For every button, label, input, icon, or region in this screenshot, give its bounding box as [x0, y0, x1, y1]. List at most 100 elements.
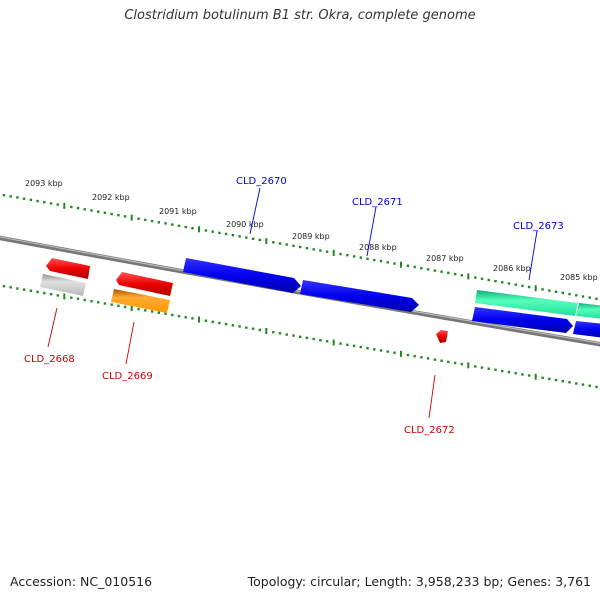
inner-scale-minor-tick — [49, 293, 53, 296]
map-title: Clostridium botulinum B1 str. Okra, comp… — [124, 8, 476, 23]
inner-scale-minor-tick — [9, 286, 12, 289]
outer-scale-minor-tick — [420, 267, 423, 270]
outer-scale-minor-tick — [164, 222, 167, 225]
inner-scale-minor-tick — [137, 308, 140, 311]
outer-scale-minor-tick — [36, 199, 39, 203]
inner-scale-minor-tick — [43, 291, 46, 295]
outer-scale-minor-tick — [339, 252, 342, 256]
inner-scale-minor-tick — [97, 301, 100, 304]
gene-feature-cld-2668[interactable] — [46, 258, 90, 279]
outer-scale-minor-tick — [150, 219, 154, 223]
outer-scale-minor-tick — [352, 255, 356, 258]
inner-scale-minor-tick — [494, 368, 497, 371]
inner-scale-minor-tick — [413, 355, 416, 358]
inner-scale-major-tick — [198, 316, 200, 323]
gene-label-leaders — [47, 187, 538, 419]
inner-scale-minor-tick — [16, 287, 19, 290]
gene-label-cld-2672[interactable]: CLD_2672 — [404, 425, 455, 436]
outer-scale-major-tick — [63, 202, 66, 209]
gene-label-cld-2669[interactable]: CLD_2669 — [102, 371, 153, 382]
inner-scale-minor-tick — [191, 317, 194, 320]
inner-scale-minor-tick — [272, 331, 275, 334]
gene-feature-cld-2669[interactable] — [116, 272, 173, 296]
inner-scale-minor-tick — [36, 290, 39, 294]
leader-line-cld-2672 — [428, 374, 436, 419]
inner-scale-minor-tick — [474, 365, 477, 368]
gene-feature-cld-2671[interactable] — [300, 280, 419, 312]
outer-scale-minor-tick — [123, 215, 127, 218]
kbp-labels: 2093 kbp 2092 kbp 2091 kbp 2090 kbp 2089… — [25, 179, 598, 282]
inner-scale-minor-tick — [325, 340, 329, 343]
gene-feature-gray[interactable] — [40, 274, 86, 296]
gene-feature-green[interactable] — [475, 290, 578, 316]
outer-scale-minor-tick — [16, 196, 19, 199]
outer-scale-minor-tick — [487, 278, 490, 282]
inner-scale-minor-tick — [2, 285, 6, 288]
outer-scale-minor-tick — [22, 197, 26, 200]
gene-features — [40, 258, 600, 343]
outer-scale-minor-tick — [191, 227, 194, 230]
gene-feature-orange[interactable] — [111, 289, 170, 313]
genome-stats-text: Topology: circular; Length: 3,958,233 bp… — [247, 574, 591, 589]
outer-scale-minor-tick — [117, 214, 120, 217]
outer-scale-minor-tick — [144, 218, 147, 222]
gene-feature-blue-edge[interactable] — [573, 321, 600, 338]
inner-scale-minor-tick — [366, 347, 369, 350]
inner-scale-minor-tick — [568, 381, 571, 384]
inner-scale-minor-tick — [76, 297, 80, 300]
gene-feature-cld-2673[interactable] — [472, 307, 573, 333]
inner-scale-minor-tick — [305, 336, 309, 340]
kbp-label: 2088 kbp — [359, 243, 397, 252]
kbp-label: 2086 kbp — [493, 264, 531, 273]
inner-scale-minor-tick — [150, 310, 154, 313]
inner-scale-minor-tick — [258, 328, 261, 332]
inner-scale-ticks — [2, 285, 598, 389]
outer-scale-minor-tick — [245, 236, 248, 239]
gene-label-cld-2673[interactable]: CLD_2673 — [513, 221, 564, 232]
inner-scale-minor-tick — [346, 343, 349, 346]
outer-scale-major-tick — [130, 214, 133, 221]
inner-scale-major-tick — [534, 373, 537, 380]
inner-scale-minor-tick — [312, 337, 315, 341]
inner-scale-major-tick — [467, 362, 470, 369]
outer-scale-minor-tick — [413, 265, 416, 269]
outer-scale-minor-tick — [581, 295, 585, 298]
gene-feature-cld-2672[interactable] — [436, 330, 448, 343]
inner-scale-minor-tick — [90, 300, 93, 303]
inner-scale-minor-tick — [204, 319, 208, 322]
outer-scale-major-tick — [534, 285, 537, 292]
outer-scale-minor-tick — [299, 245, 302, 249]
outer-scale-minor-tick — [595, 297, 598, 300]
inner-scale-major-tick — [265, 328, 268, 334]
inner-scale-minor-tick — [359, 345, 362, 349]
gene-label-cld-2671[interactable]: CLD_2671 — [352, 197, 403, 208]
outer-scale-minor-tick — [373, 258, 376, 262]
inner-scale-minor-tick — [171, 313, 174, 317]
inner-scale-minor-tick — [144, 309, 147, 312]
gene-feature-cld-2670[interactable] — [183, 258, 301, 293]
inner-scale-minor-tick — [278, 332, 282, 335]
outer-scale-minor-tick — [319, 249, 322, 252]
gene-label-cld-2670[interactable]: CLD_2670 — [236, 176, 287, 187]
outer-scale-minor-tick — [285, 243, 288, 246]
outer-scale-minor-tick — [49, 202, 53, 205]
gene-feature-green-2[interactable] — [576, 303, 600, 319]
inner-scale-minor-tick — [117, 304, 120, 307]
outer-scale-minor-tick — [575, 294, 578, 297]
outer-scale-minor-tick — [103, 211, 107, 214]
kbp-label: 2085 kbp — [560, 273, 598, 282]
inner-scale-minor-tick — [238, 325, 241, 328]
inner-scale-minor-tick — [103, 302, 107, 305]
inner-scale-minor-tick — [373, 348, 376, 351]
outer-scale-major-tick — [332, 249, 335, 256]
outer-scale-minor-tick — [541, 288, 544, 291]
outer-scale-minor-tick — [474, 276, 477, 279]
outer-scale-minor-tick — [2, 194, 6, 197]
leader-line-cld-2671 — [366, 206, 377, 257]
inner-scale-minor-tick — [339, 342, 342, 345]
gene-label-cld-2668[interactable]: CLD_2668 — [24, 354, 75, 365]
outer-scale-minor-tick — [43, 201, 46, 204]
inner-scale-minor-tick — [299, 335, 302, 338]
inner-scale-minor-tick — [548, 377, 551, 381]
outer-scale-minor-tick — [527, 285, 531, 289]
